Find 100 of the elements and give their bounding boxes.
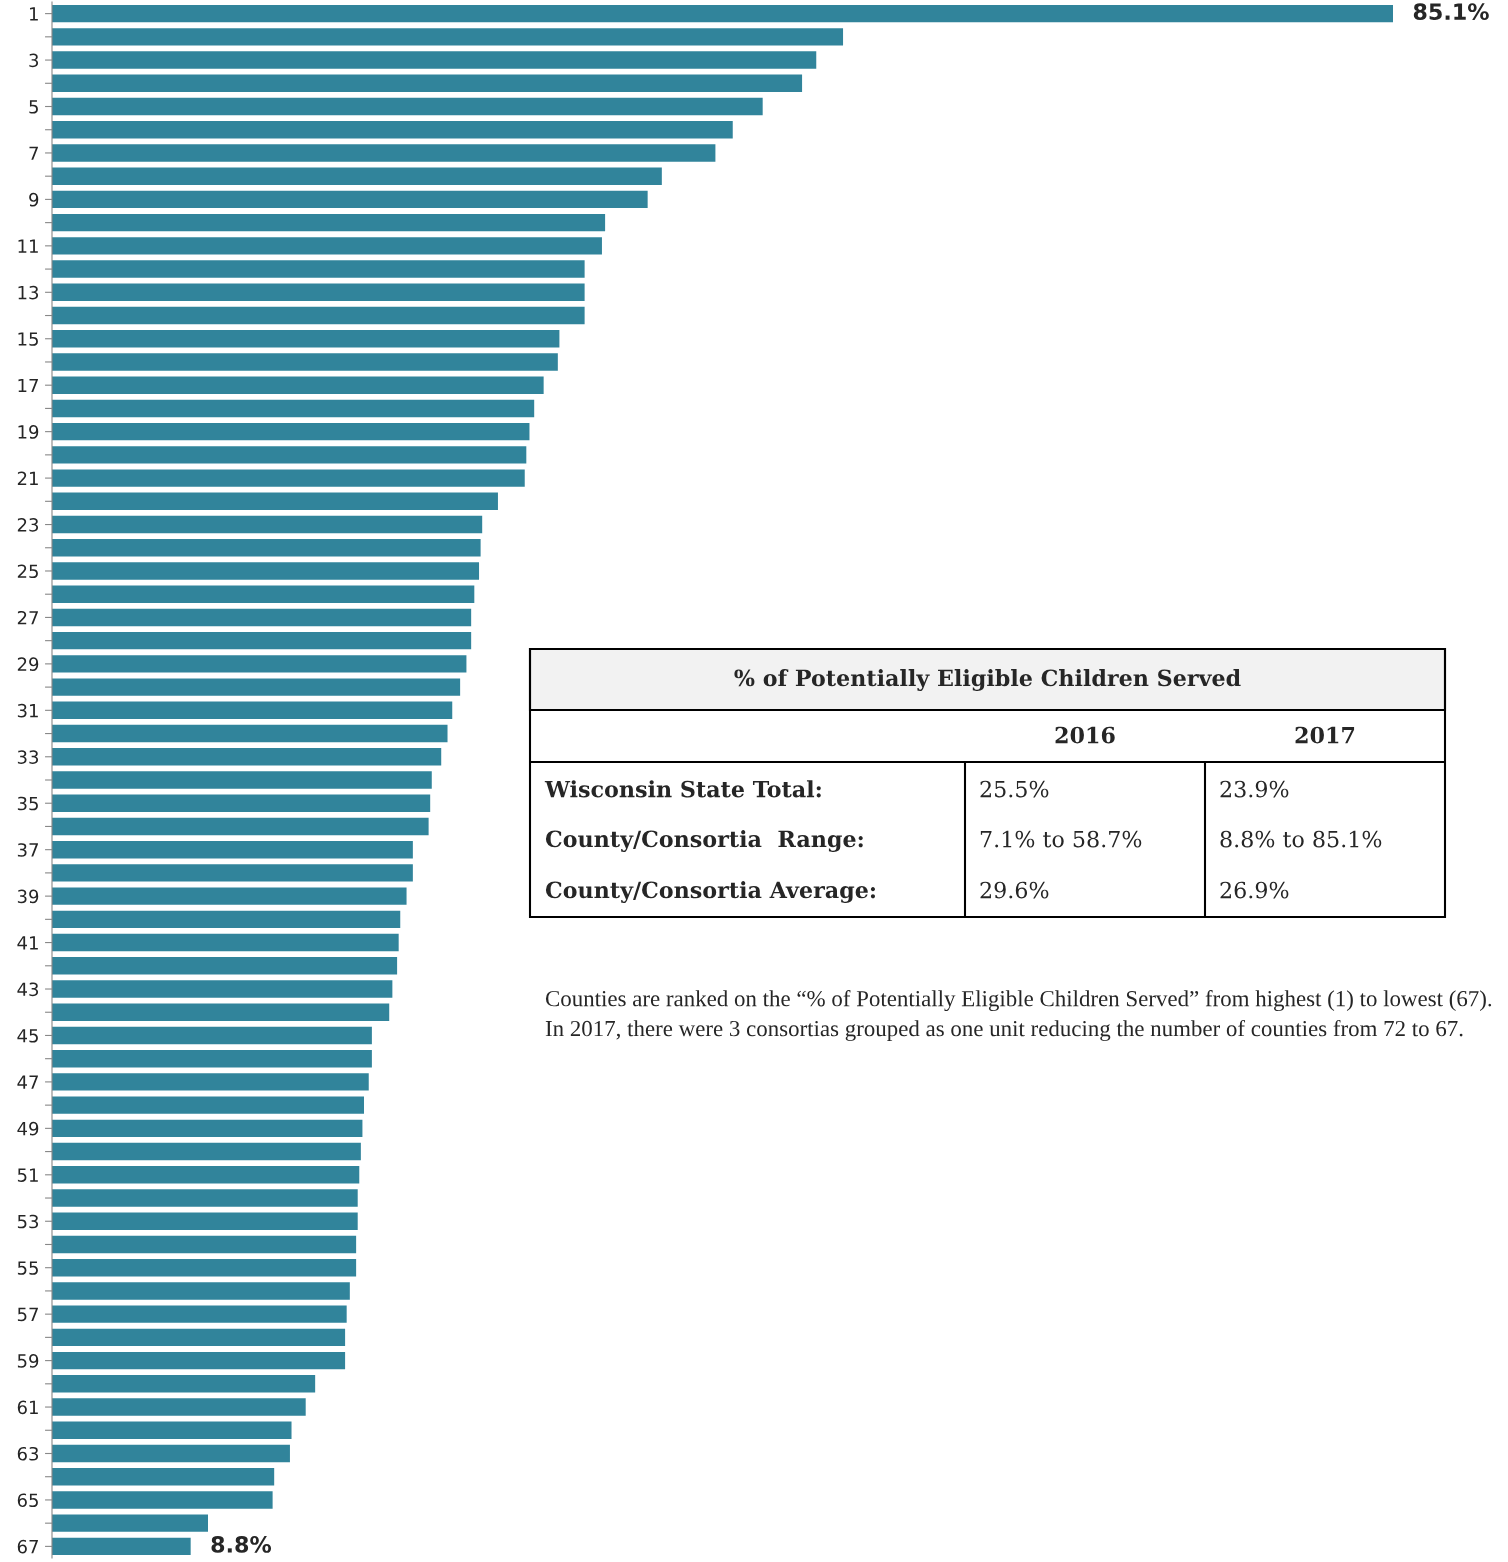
y-tick-label: 47 <box>17 1075 38 1089</box>
bar <box>52 283 585 302</box>
bar <box>52 1096 365 1114</box>
bar <box>52 1537 191 1556</box>
bar <box>52 585 475 603</box>
bar <box>52 794 431 812</box>
bar <box>52 306 585 325</box>
bar <box>52 144 716 162</box>
bar <box>52 1189 358 1207</box>
bar <box>52 1305 347 1323</box>
bar <box>52 97 763 116</box>
y-tick-label: 51 <box>17 1168 38 1182</box>
y-tick-label: 1 <box>30 7 38 21</box>
y-tick-label: 15 <box>18 332 38 346</box>
y-tick-label: 65 <box>17 1493 38 1508</box>
bar <box>52 887 407 905</box>
annotation: 25.5% <box>980 780 1049 798</box>
data-label: 8.8% <box>211 1536 272 1553</box>
bar <box>52 933 399 952</box>
bar <box>52 1258 357 1277</box>
bar <box>52 724 448 743</box>
bar <box>52 515 483 534</box>
annotation: 26.9% <box>1220 881 1289 899</box>
bar <box>52 28 844 46</box>
bar <box>52 237 602 255</box>
y-tick-label: 23 <box>17 518 39 532</box>
bar <box>52 1444 290 1463</box>
bar <box>52 1375 316 1393</box>
y-tick-label: 9 <box>29 192 39 207</box>
bar <box>52 980 393 998</box>
bar <box>52 1491 273 1509</box>
bar <box>52 1119 363 1138</box>
bar <box>52 399 535 418</box>
bar <box>52 678 461 696</box>
y-tick-label: 33 <box>17 750 39 764</box>
y-tick-label: 59 <box>17 1354 39 1368</box>
y-tick-label: 45 <box>17 1029 38 1043</box>
bar <box>52 1166 360 1184</box>
y-tick-label: 31 <box>17 703 38 718</box>
bar <box>52 167 662 185</box>
bar <box>52 446 527 464</box>
bar <box>52 1328 346 1347</box>
y-tick-label: 41 <box>17 936 38 950</box>
y-tick-label: 35 <box>17 796 38 811</box>
annotation: 2016 <box>1055 726 1115 744</box>
bar <box>52 1468 275 1486</box>
bar <box>52 51 817 69</box>
bar <box>52 1398 306 1416</box>
bar <box>52 213 606 232</box>
bar <box>52 376 544 394</box>
annotation: County/Consortia Average: <box>545 881 875 903</box>
y-tick-label: 19 <box>18 425 39 439</box>
y-tick-label: 21 <box>17 471 38 485</box>
bar <box>52 701 453 720</box>
y-tick-label: 53 <box>17 1214 39 1229</box>
y-tick-label: 67 <box>17 1539 38 1554</box>
bar <box>52 121 733 139</box>
bar <box>52 748 442 766</box>
bar <box>52 1514 208 1532</box>
y-tick-label: 43 <box>17 982 39 997</box>
bar <box>52 469 525 487</box>
annotation: 29.6% <box>980 881 1049 899</box>
annotation: Counties are ranked on the “% of Potentially Eligible Children Served” from highest (1) to lowest (67). In 2017, there were 3 consortias grouped as one unit reducing the number of counties from 72 to 67. <box>545 990 1492 1042</box>
bar <box>52 817 429 836</box>
bar <box>52 631 472 650</box>
y-tick-label: 11 <box>18 239 38 253</box>
y-tick-label: 13 <box>18 285 39 300</box>
annotation: 23.9% <box>1220 780 1289 798</box>
bar <box>52 562 480 580</box>
bar <box>52 1235 357 1254</box>
y-tick-label: 7 <box>29 146 38 160</box>
annotation: % of Potentially Eligible Children Served <box>734 669 1241 691</box>
y-tick-label: 3 <box>29 53 39 68</box>
y-tick-label: 25 <box>17 564 38 579</box>
bar <box>52 1351 346 1370</box>
bar <box>52 190 648 209</box>
annotation: Wisconsin State Total: <box>544 780 821 798</box>
y-tick-label: 5 <box>29 100 38 114</box>
bar <box>52 1212 358 1230</box>
bar <box>52 771 432 789</box>
bar <box>52 330 560 348</box>
bar <box>52 539 481 557</box>
bar <box>52 260 585 278</box>
bar <box>52 492 498 511</box>
bar <box>52 1049 372 1068</box>
annotation: 7.1% to 58.7% <box>980 830 1142 848</box>
bar <box>52 422 530 441</box>
annotation: 2017 <box>1295 726 1355 744</box>
bar <box>52 4 1393 23</box>
data-label: 85.1% <box>1413 3 1489 21</box>
y-tick-label: 27 <box>17 610 38 625</box>
bar <box>52 655 467 673</box>
bar <box>52 1073 369 1091</box>
bar <box>52 353 558 371</box>
y-tick-label: 37 <box>17 843 38 857</box>
bar <box>52 1282 350 1300</box>
y-tick-label: 29 <box>17 657 39 671</box>
bar <box>52 1003 390 1021</box>
y-tick-label: 55 <box>17 1261 38 1275</box>
bar <box>52 1142 361 1161</box>
